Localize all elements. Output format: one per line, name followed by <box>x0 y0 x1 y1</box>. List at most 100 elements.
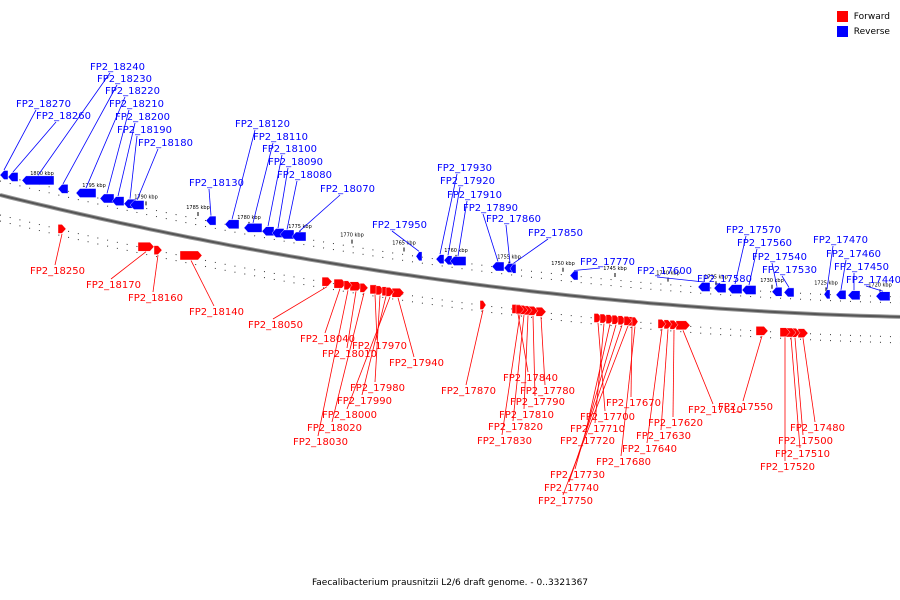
scale-label: 1725 kbp <box>814 280 838 286</box>
forward-leader <box>501 314 521 436</box>
forward-gene-label: FP2_18040 <box>300 334 355 345</box>
reverse-gene-label: FP2_17770 <box>580 257 635 268</box>
reverse-gene-label: FP2_18190 <box>117 125 172 136</box>
forward-gene-label: FP2_17810 <box>499 410 554 421</box>
forward-gene-label: FP2_17730 <box>550 470 605 481</box>
reverse-gene-arrow <box>205 215 217 226</box>
reverse-leader <box>298 194 341 232</box>
forward-gene-arrow <box>391 288 405 298</box>
forward-gene-label: FP2_17620 <box>648 418 703 429</box>
forward-gene-arrow <box>385 287 395 297</box>
reverse-leader <box>482 213 499 262</box>
track-lines <box>0 174 900 344</box>
forward-gene-arrow <box>535 307 547 317</box>
reverse-gene-arrow <box>261 226 275 236</box>
forward-gene-label: FP2_17840 <box>503 373 558 384</box>
forward-leader <box>794 337 804 436</box>
reverse-leader <box>447 186 461 256</box>
reverse-gene-arrow <box>847 290 861 300</box>
forward-gene-label: FP2_17640 <box>622 444 677 455</box>
reverse-gene-arrow <box>243 223 263 233</box>
reverse-gene-arrow <box>291 231 307 242</box>
forward-leader <box>562 325 629 496</box>
forward-leader <box>512 314 525 422</box>
reverse-leader <box>3 109 37 171</box>
reverse-gene-label: FP2_17890 <box>463 203 518 214</box>
reverse-gene-label: FP2_18090 <box>268 157 323 168</box>
forward-gene-label: FP2_18250 <box>30 266 85 277</box>
reverse-gene-label: FP2_18110 <box>253 132 308 143</box>
reverse-leader <box>136 148 159 201</box>
reverse-gene-arrow <box>727 284 743 294</box>
scale-label: 1795 kbp <box>82 183 106 189</box>
reverse-gene-arrow <box>771 287 783 297</box>
forward-gene-label: FP2_17940 <box>389 358 444 369</box>
forward-leader <box>672 329 675 418</box>
forward-leader <box>646 328 663 444</box>
forward-gene-arrow <box>179 250 203 261</box>
forward-gene-arrow <box>359 283 369 293</box>
reverse-leader <box>117 122 136 197</box>
forward-leader <box>540 316 546 386</box>
reverse-leader <box>85 96 126 189</box>
forward-gene-label: FP2_17500 <box>778 436 833 447</box>
forward-gene-label: FP2_18010 <box>322 349 377 360</box>
forward-gene-label: FP2_17520 <box>760 462 815 473</box>
reverse-gene-arrow <box>75 188 97 198</box>
reverse-gene-arrow <box>823 289 831 300</box>
forward-leader <box>465 309 484 386</box>
reverse-gene-arrow <box>99 193 115 204</box>
legend: Forward Reverse <box>836 9 890 39</box>
reverse-leader <box>512 238 549 265</box>
reverse-gene-label: FP2_17540 <box>752 252 807 263</box>
forward-leader <box>361 296 387 396</box>
forward-gene-label: FP2_17980 <box>350 383 405 394</box>
reverse-leader <box>656 276 705 283</box>
reverse-leader <box>457 200 468 257</box>
forward-gene-arrow <box>657 319 667 329</box>
forward-leader <box>374 295 381 383</box>
forward-gene-arrow <box>343 280 353 290</box>
forward-gene-arrow <box>623 316 633 326</box>
forward-gene-arrow <box>321 276 333 287</box>
reverse-leader <box>277 167 289 229</box>
forward-gene-label: FP2_18020 <box>307 423 362 434</box>
reverse-leader <box>840 259 847 290</box>
reverse-gene-label: FP2_17440 <box>846 275 900 286</box>
forward-leader <box>331 292 365 423</box>
reverse-gene-label: FP2_18240 <box>90 62 145 73</box>
reverse-leader <box>734 235 747 285</box>
reverse-gene-label: FP2_18130 <box>189 178 244 189</box>
reverse-gene-arrow <box>783 287 795 298</box>
scale-label: 1785 kbp <box>186 205 210 211</box>
forward-leader <box>682 330 714 405</box>
reverse-gene-label: FP2_17570 <box>726 225 781 236</box>
scale-label: 1720 kbp <box>868 282 892 288</box>
scale-label: 1765 kbp <box>392 241 416 247</box>
reverse-gene-label: FP2_17580 <box>697 274 752 285</box>
reverse-leader <box>505 224 511 264</box>
reverse-gene-label: FP2_18230 <box>97 74 152 85</box>
forward-gene-label: FP2_17550 <box>718 402 773 413</box>
reverse-gene-arrow <box>741 285 757 295</box>
forward-gene-arrow <box>479 300 487 310</box>
scale-label: 1730 kbp <box>760 278 784 284</box>
reverse-leader <box>439 173 458 255</box>
reverse-gene-label: FP2_18200 <box>115 112 170 123</box>
forward-leader <box>584 324 611 436</box>
forward-leader <box>397 297 415 358</box>
reverse-gene-arrow <box>835 290 847 300</box>
forward-gene-label: FP2_17630 <box>636 431 691 442</box>
reverse-swatch <box>836 26 848 37</box>
reverse-gene-label: FP2_17530 <box>762 265 817 276</box>
reverse-leader <box>231 129 256 220</box>
reverse-gene-label: FP2_17950 <box>372 220 427 231</box>
scale-label: 1750 kbp <box>551 261 575 267</box>
reverse-leader <box>286 180 298 230</box>
forward-gene-label: FP2_18140 <box>189 307 244 318</box>
forward-gene-label: FP2_17780 <box>520 386 575 397</box>
forward-gene-label: FP2_18160 <box>128 293 183 304</box>
forward-gene-arrow <box>663 319 673 330</box>
reverse-gene-arrow <box>449 256 467 266</box>
